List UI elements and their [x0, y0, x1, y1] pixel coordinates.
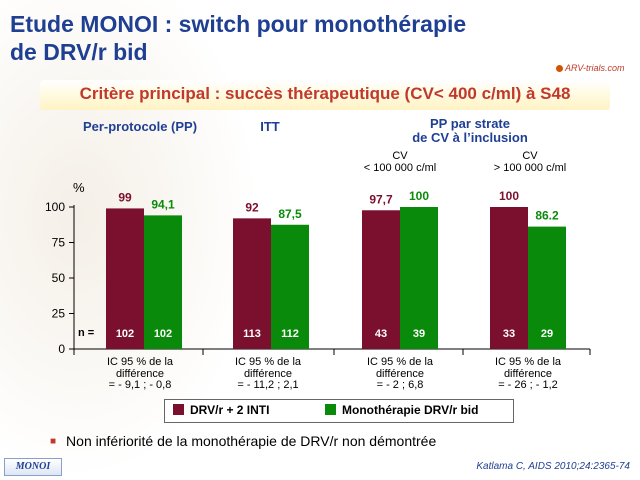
bar-series2-0: [144, 215, 182, 349]
bullet-square-icon: ■: [50, 436, 57, 447]
ic-pp: IC 95 % de la différence = - 9,1 ; - 0,8: [80, 356, 200, 392]
logo-text: ARV-trials.com: [565, 63, 625, 73]
cv-low-line-1: CV: [392, 150, 408, 162]
ic-itt-line-1: IC 95 % de la: [234, 356, 302, 368]
y-tick-label-0: 0: [58, 342, 65, 356]
study-tag: MONOI: [4, 458, 62, 476]
bar-n-label-series1-1: 113: [243, 328, 261, 340]
bar-series2-3: [528, 226, 566, 349]
title-line-2: de DRV/r bid: [10, 39, 148, 65]
bar-value-label-series2-2: 100: [409, 189, 429, 203]
cv-high-label: CV > 100 000 c/ml: [480, 150, 580, 174]
ic-itt-line-3: = - 11,2 ; 2,1: [237, 379, 299, 391]
group-label-itt: ITT: [260, 119, 280, 134]
bar-value-label-series1-3: 100: [499, 189, 519, 203]
ic-itt: IC 95 % de la différence = - 11,2 ; 2,1: [208, 356, 328, 392]
ic-pp-line-2: différence: [115, 367, 165, 380]
legend-item-monotherapie: Monothérapie DRV/r bid: [325, 403, 478, 417]
legend-swatch-series2: [325, 404, 336, 415]
strata-line-1: PP par strate: [430, 116, 510, 131]
y-tick-label-75: 75: [52, 236, 66, 250]
ic-cv-low-line-1: IC 95 % de la: [366, 356, 434, 368]
bar-value-label-series2-1: 87,5: [278, 207, 302, 221]
slide-title: Etude MONOI : switch pour monothérapie d…: [10, 10, 570, 66]
y-tick-label-50: 50: [52, 271, 66, 285]
arv-trials-logo: ARV-trials.com: [556, 63, 625, 73]
strata-line-2: de CV à l’inclusion: [412, 130, 528, 145]
bar-n-label-series1-3: 33: [503, 328, 515, 340]
bar-series2-2: [400, 207, 438, 349]
legend-label-series1: DRV/r + 2 INTI: [190, 403, 270, 417]
ic-itt-line-2: différence: [243, 367, 293, 380]
subtitle: Critère principal : succès thérapeutique…: [79, 84, 571, 103]
ic-cv-low-line-2: différence: [375, 367, 425, 380]
cv-low-line-2: < 100 000 c/ml: [363, 162, 437, 174]
bar-value-label-series1-0: 99: [118, 190, 132, 204]
chart-legend: DRV/r + 2 INTI Monothérapie DRV/r bid: [164, 399, 514, 423]
subtitle-banner: [40, 80, 610, 110]
bar-series1-1: [233, 218, 271, 349]
bar-n-label-series2-2: 39: [413, 328, 425, 340]
legend-label-series2: Monothérapie DRV/r bid: [342, 403, 479, 417]
bar-value-label-series2-0: 94,1: [151, 197, 175, 211]
bar-series1-3: [490, 207, 528, 349]
conclusion-text: Non infériorité de la monothérapie de DR…: [66, 433, 437, 449]
group-label-pp: Per-protocole (PP): [82, 119, 198, 134]
ic-cv-low: IC 95 % de la différence = - 2 ; 6,8: [340, 356, 460, 392]
bar-n-label-series2-1: 112: [281, 328, 299, 340]
bar-value-label-series1-1: 92: [245, 200, 259, 214]
ic-cv-high: IC 95 % de la différence = - 26 ; - 1,2: [468, 356, 588, 392]
bar-series2-1: [271, 224, 309, 349]
cv-high-line-2: > 100 000 c/ml: [493, 162, 567, 174]
ic-pp-line-3: = - 9,1 ; - 0,8: [108, 379, 172, 391]
y-tick-label-100: 100: [45, 200, 65, 214]
bar-series1-0: [106, 208, 144, 349]
legend-item-drv-2inti: DRV/r + 2 INTI: [173, 403, 269, 417]
legend-swatch-series1: [173, 404, 184, 415]
bar-series1-2: [362, 210, 400, 349]
conclusion-bullet: ■ Non infériorité de la monothérapie de D…: [50, 433, 436, 449]
y-axis-unit: %: [73, 180, 85, 195]
ic-pp-line-1: IC 95 % de la: [106, 356, 174, 368]
citation: Katlama C, AIDS 2010;24:2365-74: [476, 461, 630, 472]
bar-n-label-series1-0: 102: [116, 328, 134, 340]
bar-value-label-series1-2: 97,7: [369, 192, 393, 206]
ic-cv-high-line-1: IC 95 % de la: [494, 356, 562, 368]
ic-cv-high-line-2: différence: [503, 367, 553, 380]
bar-n-label-series1-2: 43: [375, 328, 387, 340]
logo-icon: [556, 65, 563, 73]
bar-n-label-series2-0: 102: [154, 328, 172, 340]
ic-cv-high-line-3: = - 26 ; - 1,2: [498, 379, 558, 391]
title-line-1: Etude MONOI : switch pour monothérapie: [10, 11, 467, 37]
group-label-strata: PP par strate de CV à l’inclusion: [380, 117, 560, 145]
cv-high-line-1: CV: [522, 150, 538, 162]
n-label: n =: [78, 327, 95, 339]
cv-low-label: CV < 100 000 c/ml: [350, 150, 450, 174]
y-tick-label-25: 25: [52, 307, 66, 321]
bar-n-label-series2-3: 29: [541, 328, 553, 340]
ic-cv-low-line-3: = - 2 ; 6,8: [376, 379, 424, 391]
bar-value-label-series2-3: 86.2: [535, 209, 559, 223]
